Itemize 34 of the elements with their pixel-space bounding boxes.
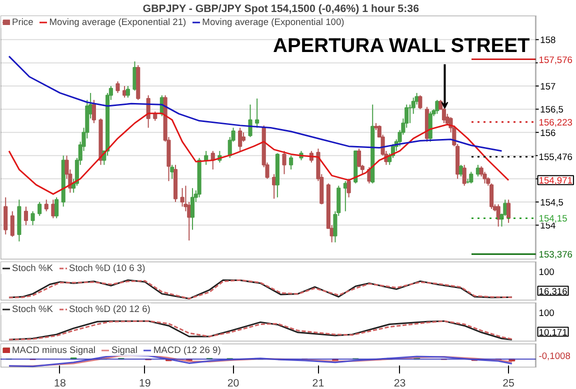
series-label: Stoch %D (20 12 6) <box>68 304 150 314</box>
x-tick-label: 21 <box>312 378 324 389</box>
ref-line-label: 153,376 <box>538 250 572 260</box>
chart-title: GBPJPY - GBP/JPY Spot 154,1500 (-0,46%) 1 hour 5:36 <box>142 3 420 15</box>
ref-line-label: 154,15 <box>538 214 568 224</box>
text: -0,1008 <box>538 351 570 361</box>
annotation: APERTURA WALL STREET <box>273 35 530 57</box>
y-tick-label: 157 <box>540 82 556 92</box>
legend-label: Moving average (Exponential 100) <box>202 17 344 27</box>
text: 10,171 <box>538 327 568 338</box>
text: 154,971 <box>538 176 572 186</box>
text: 100 <box>538 308 554 318</box>
y-tick-label: 158 <box>540 35 556 46</box>
ref-line-label: 155,476 <box>538 152 572 162</box>
ref-line-label: 157,576 <box>538 54 572 65</box>
text: Stoch %K <box>12 304 53 314</box>
legend-label: Price <box>12 17 34 27</box>
x-tick-label: 20 <box>227 378 240 389</box>
legend-label: MACD (12 26 9) <box>153 345 221 355</box>
text: 100 <box>538 266 554 277</box>
legend-label: Stoch %D (10 6 3) <box>68 263 146 273</box>
legend-label: Moving average (Exponential 21) <box>49 17 186 27</box>
ref-line-label: 156,223 <box>538 118 572 128</box>
text: 16,316 <box>538 286 568 296</box>
y-tick-label: 156,5 <box>540 104 564 115</box>
x-tick-label: 18 <box>54 378 66 389</box>
x-tick-label: 23 <box>394 378 406 389</box>
y-tick-label: 154,5 <box>540 197 564 208</box>
legend-label: MACD minus Signal <box>12 345 96 355</box>
x-tick-label: 19 <box>139 378 151 389</box>
y-tick-label: 156 <box>540 128 556 138</box>
legend-label: Signal <box>111 345 138 355</box>
legend-label: Stoch %K <box>12 263 53 273</box>
x-tick-label: 25 <box>502 378 515 389</box>
